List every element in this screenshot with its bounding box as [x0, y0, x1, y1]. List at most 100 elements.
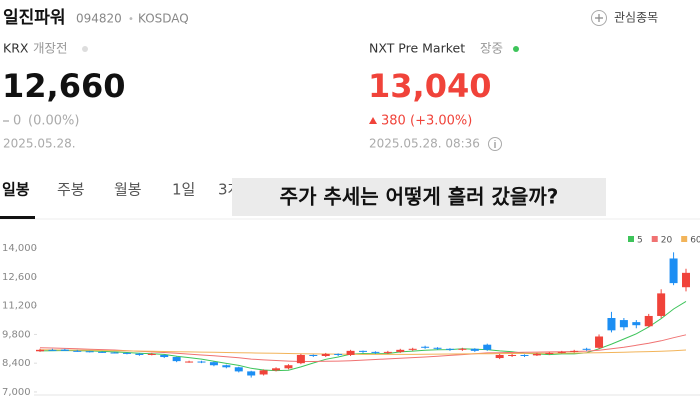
active-tab-indicator [0, 216, 35, 219]
candle-body [682, 272, 690, 288]
plus-sign [595, 14, 603, 22]
candle-body [135, 353, 144, 355]
watch-label: 관심종목 [614, 11, 658, 25]
candle-body [259, 370, 268, 375]
info-icon[interactable] [488, 137, 502, 151]
candle-body [458, 348, 467, 350]
status-dot [513, 46, 519, 52]
candle-body [209, 362, 218, 366]
time: 2025.05.28. 08:36 [369, 137, 480, 151]
candle-body [247, 371, 256, 376]
moving-average-line [39, 349, 687, 355]
tab[interactable]: 월봉 [114, 181, 142, 199]
candle-body [582, 348, 591, 350]
candle-body [408, 348, 417, 350]
exchange: NXT Pre Market [369, 41, 465, 56]
change-rate: (+3.00%) [410, 114, 472, 129]
legend-swatch [681, 236, 688, 242]
legend-swatch [628, 236, 634, 242]
legend-label: 5 [637, 236, 643, 246]
candle-body [359, 350, 367, 352]
candle-body [470, 348, 479, 351]
stock-name: 일진파워 [3, 8, 66, 28]
candle-body [595, 336, 604, 348]
caption: 주가 추세는 어떻게 흘러 갔을까? [280, 185, 559, 209]
price: 12,660 [2, 67, 125, 105]
tab[interactable]: 일봉 [2, 181, 30, 199]
candle-body [520, 354, 529, 356]
candle-body [36, 349, 44, 352]
stock-code: 094820 [76, 12, 122, 26]
candle-body [619, 320, 628, 328]
candle-body [657, 293, 666, 316]
candle-body [98, 351, 107, 353]
caption-box [232, 178, 606, 216]
change: 380 [381, 114, 406, 129]
price: 13,040 [368, 67, 491, 105]
candle-body [309, 354, 318, 356]
candle-body [495, 354, 504, 359]
market: KOSDAQ [138, 12, 189, 26]
moving-average-line [39, 334, 687, 362]
time: 2025.05.28. [3, 137, 76, 151]
y-tick-label: 8,400 [2, 358, 31, 369]
exchange: KRX [3, 41, 29, 56]
candle-body [234, 367, 243, 372]
status: 장중 [480, 41, 503, 56]
candle-body [172, 357, 181, 362]
candle-body [445, 348, 454, 350]
candle-body [346, 350, 355, 355]
candle-body [296, 354, 305, 364]
candle-body [334, 353, 343, 355]
candle-body [383, 351, 392, 353]
tab[interactable]: 주봉 [57, 181, 85, 199]
candle-body [197, 361, 206, 363]
candle-body [632, 322, 641, 326]
change: 0 [13, 114, 21, 129]
candle-body [60, 349, 69, 351]
candle-body [644, 315, 653, 327]
candle-body [545, 352, 554, 354]
candle-body [570, 350, 579, 352]
candle-body [160, 354, 169, 358]
plus-icon [591, 10, 607, 26]
status-dot [82, 46, 88, 52]
candle-body [110, 352, 119, 354]
change-rate: (0.00%) [28, 114, 79, 129]
candle-body [532, 353, 541, 356]
candle-body [272, 368, 281, 371]
candle-body [73, 350, 82, 352]
candle-chart: 7,000 8,400 9,800 11,200 12,600 14,000 5 20 60 [2, 236, 700, 398]
candle-body [48, 349, 57, 351]
candle-body [508, 354, 517, 356]
info-circle [488, 137, 502, 151]
candle-body [284, 365, 293, 369]
candle-body [421, 346, 430, 348]
candle-body [222, 365, 231, 368]
candle-body [557, 351, 566, 353]
watch-button[interactable]: 관심종목 [591, 10, 659, 26]
candle-body [85, 351, 94, 353]
candle-body [433, 347, 442, 349]
y-tick-label: 14,000 [2, 243, 37, 254]
moving-average-line [39, 300, 687, 372]
candle-body [371, 351, 380, 353]
candle-body [185, 361, 194, 363]
candle-body [321, 353, 330, 356]
legend-swatch [651, 236, 658, 242]
candle-body [396, 349, 405, 352]
y-tick-label: 7,000 [2, 387, 31, 398]
separator: • [128, 14, 134, 25]
legend-label: 20 [661, 236, 673, 246]
y-tick-label: 9,800 [2, 329, 31, 340]
candle-body [122, 352, 131, 354]
candle-body [669, 258, 678, 284]
y-tick-label: 11,200 [2, 301, 37, 312]
y-tick-label: 12,600 [2, 272, 37, 283]
tab[interactable]: 1일 [172, 181, 195, 199]
candle-body [607, 318, 616, 331]
legend-label: 60 [690, 236, 700, 246]
status: 개장전 [33, 41, 68, 56]
